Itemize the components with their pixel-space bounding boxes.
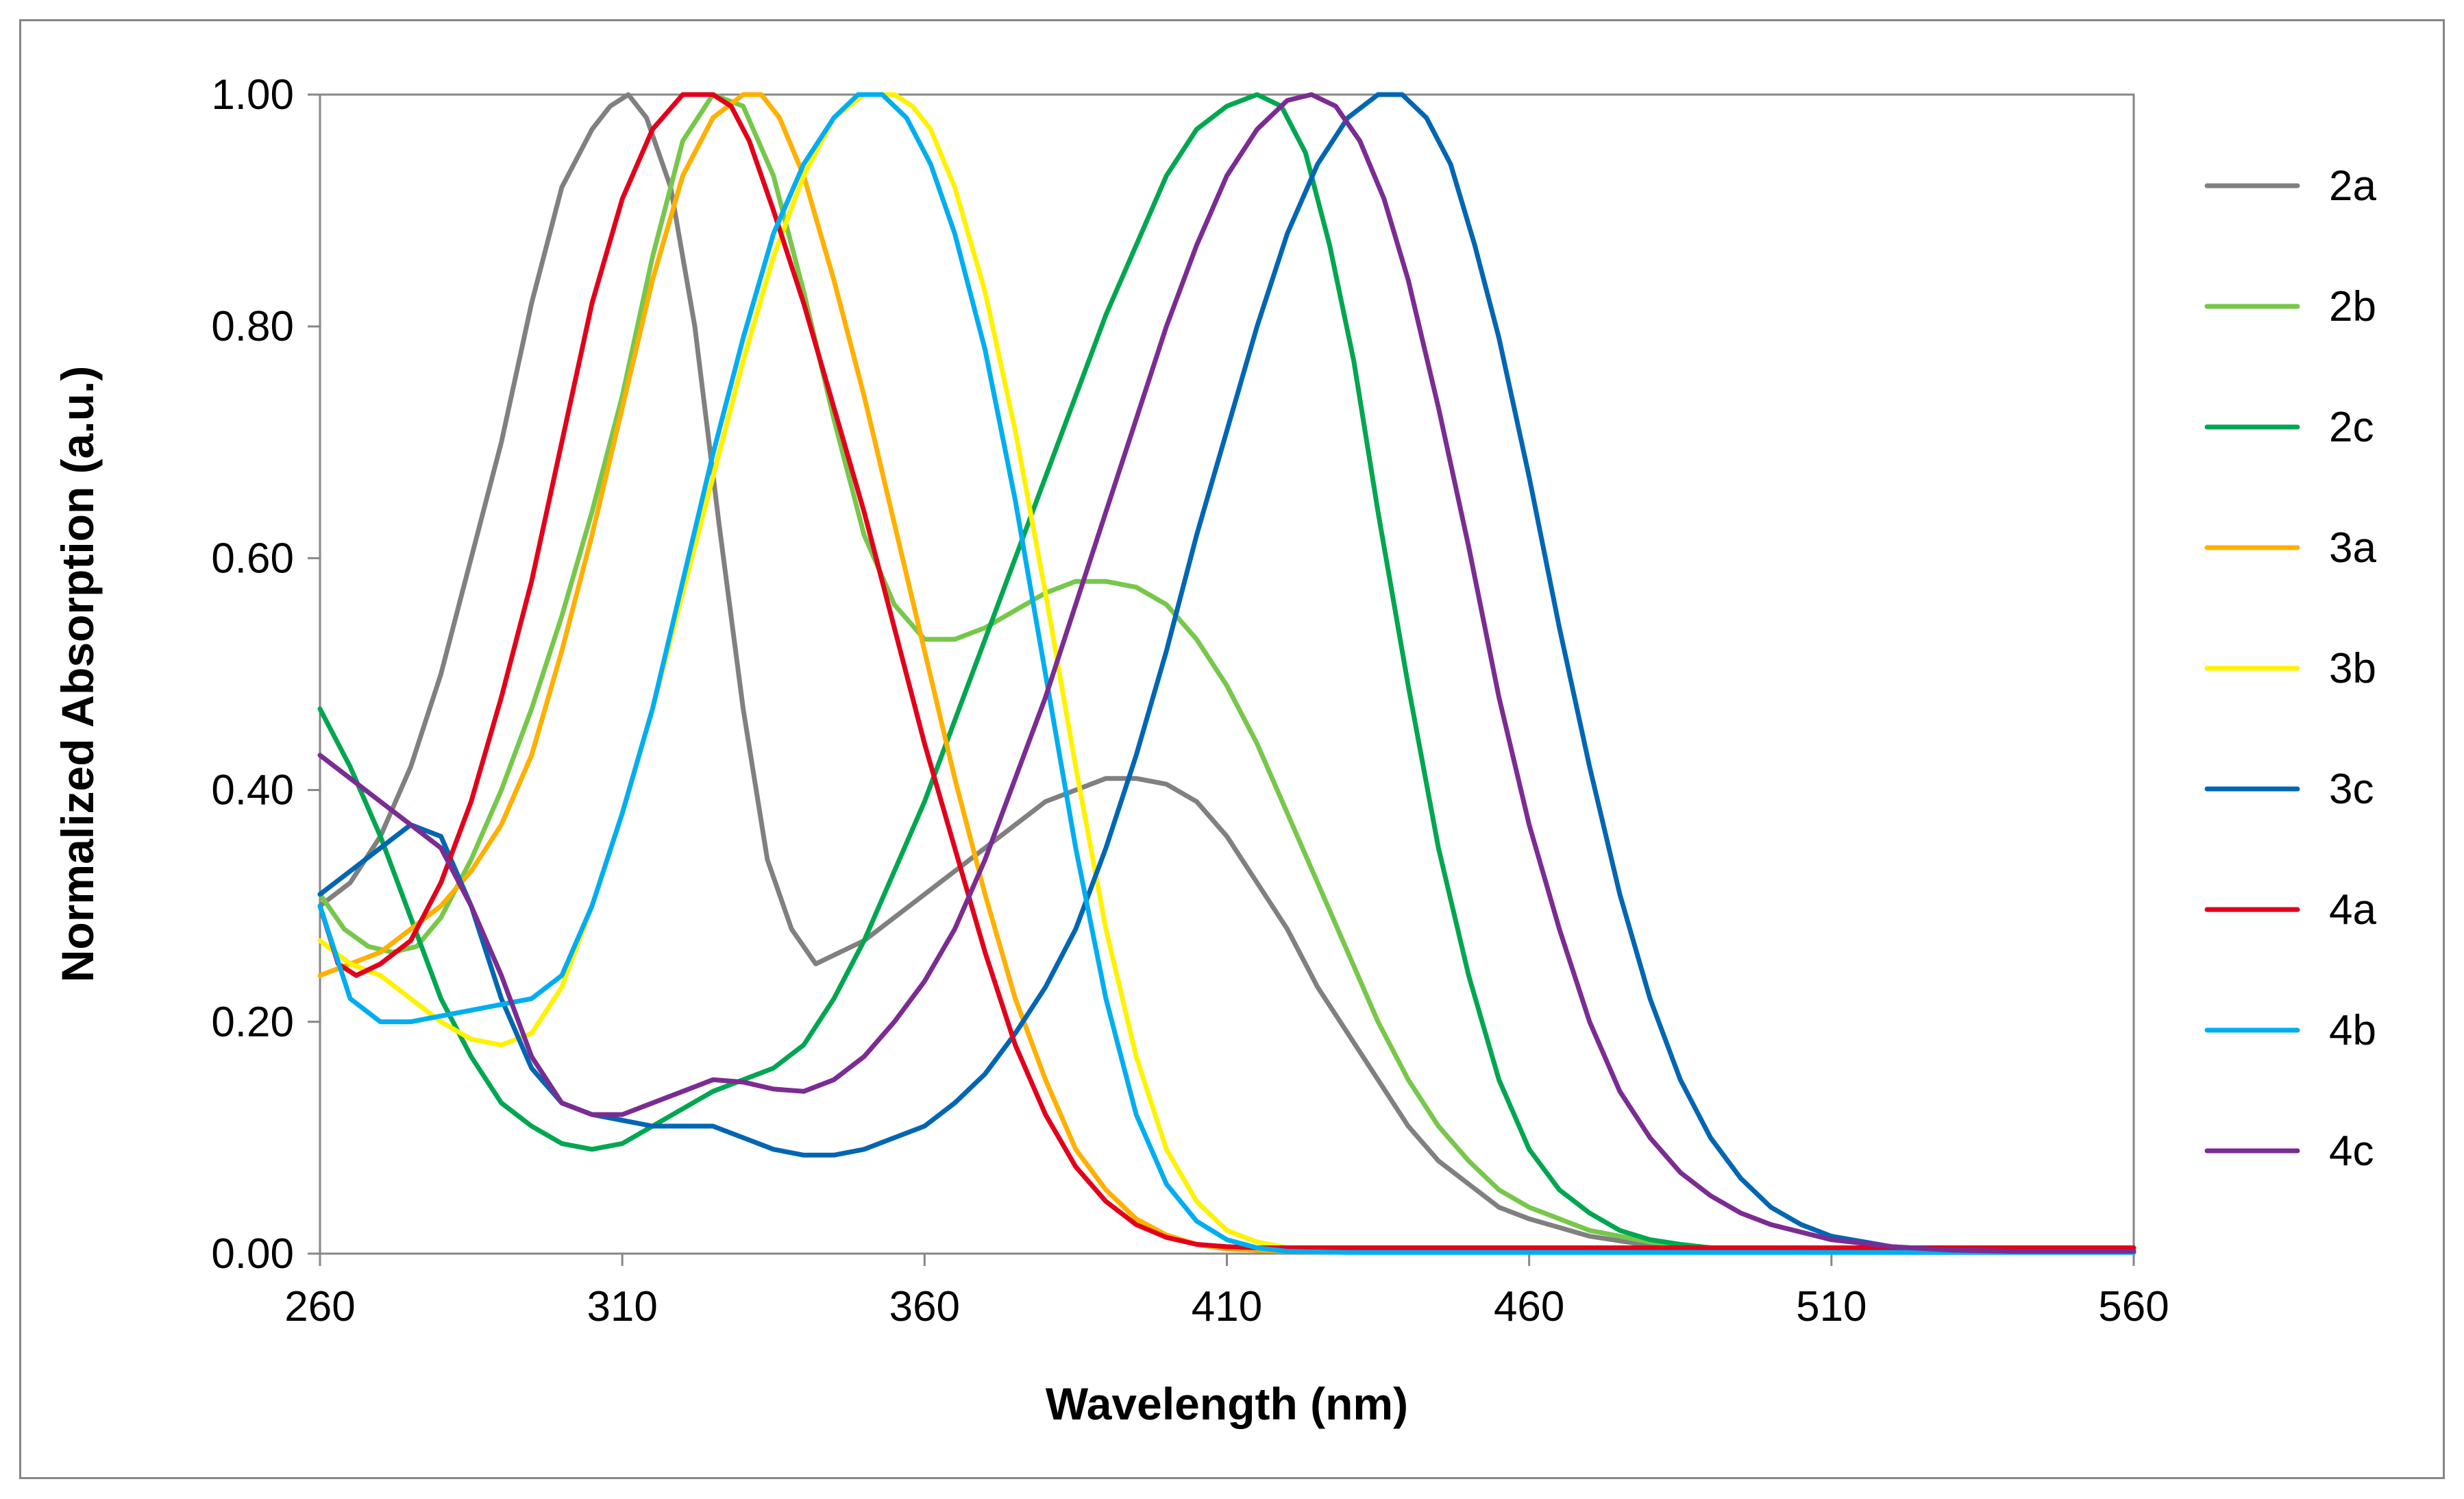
series-lines — [317, 92, 2136, 1255]
y-tick-label: 0.20 — [211, 999, 294, 1046]
y-tick-label: 0.40 — [211, 767, 294, 814]
legend-label-4c: 4c — [2329, 1128, 2374, 1175]
plot-area — [319, 93, 2135, 1255]
y-tick-label: 1.00 — [211, 71, 294, 119]
y-tick-label: 0.00 — [211, 1230, 294, 1278]
series-line-2b — [317, 92, 2136, 1254]
chart-frame: 0.00 0.20 0.40 0.60 0.80 1.00 260 310 360 410 460… — [19, 19, 2445, 1479]
legend-label-2b: 2b — [2329, 283, 2376, 330]
y-tick-label: 0.60 — [211, 535, 294, 582]
legend: 2a 2b 2c 3a 3b 3c 4a 4b 4c — [2204, 162, 2376, 1175]
y-axis-ticks: 0.00 0.20 0.40 0.60 0.80 1.00 — [211, 71, 320, 1278]
x-tick-label: 510 — [1796, 1283, 1867, 1330]
x-tick-label: 260 — [284, 1283, 355, 1330]
series-line-4a — [317, 92, 2136, 1250]
legend-label-2a: 2a — [2329, 162, 2376, 210]
legend-label-3c: 3c — [2329, 766, 2374, 813]
plot-area-border — [319, 93, 2135, 1255]
legend-label-4b: 4b — [2329, 1007, 2376, 1054]
x-axis-ticks: 260 310 360 410 460 510 560 — [284, 1254, 2169, 1330]
legend-label-4a: 4a — [2329, 886, 2376, 934]
x-axis-title: Wavelength (nm) — [1046, 1378, 1408, 1429]
y-axis-title: Normalized Absorption (a.u.) — [52, 366, 103, 983]
series-line-2a — [317, 92, 2136, 1254]
x-tick-label: 460 — [1494, 1283, 1564, 1330]
legend-label-2c: 2c — [2329, 404, 2374, 451]
x-tick-label: 310 — [587, 1283, 657, 1330]
x-tick-label: 560 — [2098, 1283, 2169, 1330]
y-tick-label: 0.80 — [211, 303, 294, 350]
chart-svg: 0.00 0.20 0.40 0.60 0.80 1.00 260 310 360 410 460… — [52, 71, 2376, 1429]
x-tick-label: 410 — [1192, 1283, 1262, 1330]
series-line-2c — [317, 92, 2136, 1254]
series-line-4c — [317, 92, 2136, 1254]
series-line-4b — [317, 92, 2136, 1255]
legend-label-3b: 3b — [2329, 645, 2376, 692]
legend-label-3a: 3a — [2329, 524, 2376, 572]
x-tick-label: 360 — [889, 1283, 960, 1330]
